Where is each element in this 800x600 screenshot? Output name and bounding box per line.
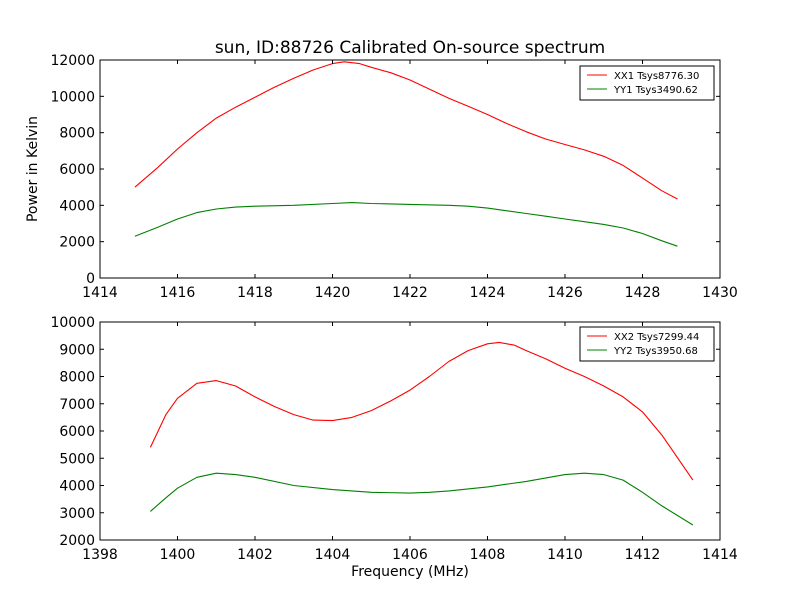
x-tick-label: 1400 xyxy=(160,547,196,563)
bottom-panel: 1398 1400 1402 1404 1406 1408 1410 1412 1414 2000… xyxy=(50,315,737,563)
legend: XX1 Tsys8776.30 YY1 Tsys3490.62 xyxy=(579,65,715,101)
legend: XX2 Tsys7299.44 YY2 Tsys3950.68 xyxy=(579,326,715,362)
x-tick-label: 1428 xyxy=(625,285,661,301)
x-axis-label: Frequency (MHz) xyxy=(351,564,469,580)
x-tick-label: 1398 xyxy=(82,547,118,563)
y-tick-label: 2000 xyxy=(59,235,95,251)
x-tick-label: 1420 xyxy=(315,285,351,301)
y-tick-label: 12000 xyxy=(50,53,95,69)
y-axis-label: Power in Kelvin xyxy=(25,116,41,222)
x-tick-label: 1418 xyxy=(237,285,273,301)
legend-box xyxy=(579,65,715,101)
y-tick-label: 7000 xyxy=(59,397,95,413)
x-tick-label: 1414 xyxy=(702,547,738,563)
top-panel: 1414 1416 1418 1420 1422 1424 1426 1428 1430 0 200… xyxy=(50,53,737,301)
x-tick-label: 1426 xyxy=(547,285,583,301)
y-tick-label: 8000 xyxy=(59,126,95,142)
legend-box xyxy=(579,326,715,362)
y-tick-label: 3000 xyxy=(59,506,95,522)
y-tick-label: 6000 xyxy=(59,424,95,440)
x-tick-label: 1412 xyxy=(625,547,661,563)
x-tick-label: 1414 xyxy=(82,285,118,301)
y-tick-label: 6000 xyxy=(59,162,95,178)
y-tick-label: 4000 xyxy=(59,198,95,214)
y-tick-label: 2000 xyxy=(59,533,95,549)
x-tick-label: 1402 xyxy=(237,547,273,563)
series-line-yy2 xyxy=(150,472,694,526)
x-tick-label: 1408 xyxy=(470,547,506,563)
x-tick-label: 1422 xyxy=(392,285,428,301)
y-tick-label: 4000 xyxy=(59,479,95,495)
y-tick-label: 0 xyxy=(86,271,95,287)
y-tick-label: 5000 xyxy=(59,451,95,467)
legend-label: XX2 Tsys7299.44 xyxy=(614,332,699,343)
x-tick-label: 1406 xyxy=(392,547,428,563)
series-line-xx1 xyxy=(134,61,678,200)
x-tick-label: 1404 xyxy=(315,547,351,563)
x-tick-label: 1410 xyxy=(547,547,583,563)
series-line-xx2 xyxy=(149,341,694,481)
y-tick-label: 9000 xyxy=(59,342,95,358)
legend-label: XX1 Tsys8776.30 xyxy=(614,71,699,82)
y-tick-label: 10000 xyxy=(50,89,95,105)
chart-title: sun, ID:88726 Calibrated On-source spect… xyxy=(215,38,605,58)
y-tick-label: 10000 xyxy=(50,315,95,331)
legend-label: YY1 Tsys3490.62 xyxy=(613,85,698,96)
x-tick-label: 1424 xyxy=(470,285,506,301)
y-tick-label: 8000 xyxy=(59,370,95,386)
x-tick-label: 1416 xyxy=(160,285,196,301)
x-tick-label: 1430 xyxy=(702,285,738,301)
legend-label: YY2 Tsys3950.68 xyxy=(613,346,698,357)
series-line-yy1 xyxy=(134,202,678,247)
